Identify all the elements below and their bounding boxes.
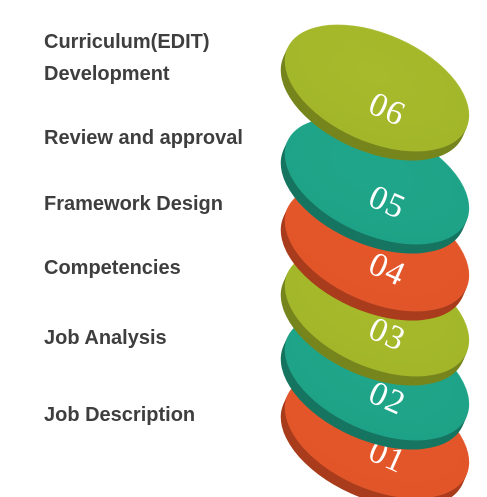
label-review-and-approval: Review and approval xyxy=(44,127,243,149)
disc-06-top xyxy=(284,24,470,152)
label-curriculum-line-2: Development xyxy=(44,63,170,85)
label-curriculum-line-1: Curriculum(EDIT) xyxy=(44,31,210,53)
disc-06: 06 xyxy=(280,24,470,161)
label-job-description: Job Description xyxy=(44,404,196,426)
label-job-analysis: Job Analysis xyxy=(44,327,167,349)
label-competencies: Competencies xyxy=(44,257,181,279)
disc-04: 04 xyxy=(280,184,470,321)
label-framework-design: Framework Design xyxy=(44,193,223,215)
label-curriculum-development: Curriculum(EDIT) Development xyxy=(44,26,210,90)
